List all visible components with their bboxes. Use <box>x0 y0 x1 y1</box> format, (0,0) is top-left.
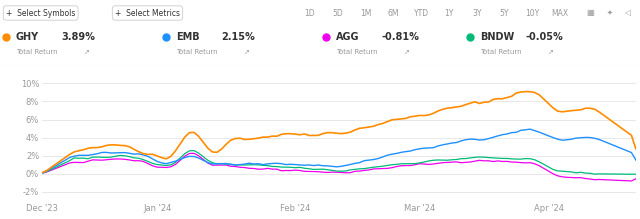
Text: ✦: ✦ <box>607 10 613 16</box>
Text: ◁: ◁ <box>625 9 631 18</box>
Text: Total Return: Total Return <box>16 49 58 55</box>
Text: 10Y: 10Y <box>525 9 540 18</box>
Text: -0.81%: -0.81% <box>381 32 419 42</box>
Text: 1M: 1M <box>360 9 371 18</box>
Text: BNDW: BNDW <box>480 32 515 42</box>
Text: MAX: MAX <box>552 9 568 18</box>
Text: ↗: ↗ <box>84 49 90 55</box>
Text: 5Y: 5Y <box>500 9 509 18</box>
Text: +  Select Metrics: + Select Metrics <box>115 9 180 18</box>
Text: 2.15%: 2.15% <box>221 32 255 42</box>
Text: ▦: ▦ <box>586 9 594 18</box>
Text: EMB: EMB <box>176 32 200 42</box>
Text: Total Return: Total Return <box>480 49 522 55</box>
Text: AGG: AGG <box>336 32 360 42</box>
Text: -0.05%: -0.05% <box>525 32 563 42</box>
Text: Total Return: Total Return <box>176 49 218 55</box>
Text: 1D: 1D <box>305 9 316 18</box>
Text: ↗: ↗ <box>244 49 250 55</box>
Text: ↗: ↗ <box>548 49 554 55</box>
Text: GHY: GHY <box>16 32 39 42</box>
Text: +  Select Symbols: + Select Symbols <box>6 9 76 18</box>
Text: 5D: 5D <box>332 9 343 18</box>
Text: 6M: 6M <box>388 9 399 18</box>
Text: YTD: YTD <box>413 9 429 18</box>
Text: 1Y: 1Y <box>444 9 454 18</box>
Text: ↗: ↗ <box>404 49 410 55</box>
Text: 3.89%: 3.89% <box>61 32 95 42</box>
Text: Total Return: Total Return <box>336 49 378 55</box>
Text: 3Y: 3Y <box>472 9 481 18</box>
